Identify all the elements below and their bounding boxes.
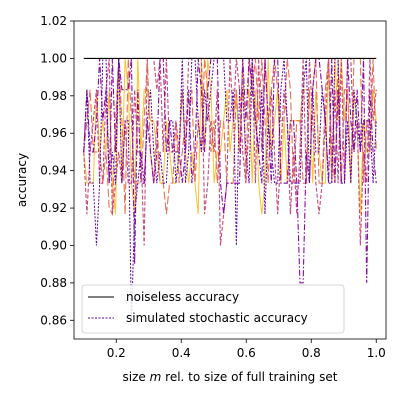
y-tick-label: 0.90 <box>40 238 67 252</box>
legend: noiseless accuracy simulated stochastic … <box>81 284 345 334</box>
y-tick-label: 0.86 <box>40 313 67 327</box>
x-tick-label: 1.0 <box>367 346 386 360</box>
y-tick-label: 1.02 <box>40 14 67 28</box>
x-axis-label: size m rel. to size of full training set <box>123 370 338 384</box>
x-axis: 0.2 0.4 0.6 0.8 1.0 <box>107 339 386 360</box>
y-tick-label: 1.00 <box>40 51 67 65</box>
stochastic-series-3 <box>83 57 377 284</box>
y-axis-label: accuracy <box>15 153 29 207</box>
x-tick-label: 0.8 <box>302 346 321 360</box>
x-tick-label: 0.6 <box>237 346 256 360</box>
legend-label-noiseless: noiseless accuracy <box>126 290 239 304</box>
legend-label-stochastic: simulated stochastic accuracy <box>126 311 308 325</box>
y-tick-label: 0.98 <box>40 89 67 103</box>
y-tick-label: 0.88 <box>40 276 67 290</box>
x-tick-label: 0.4 <box>172 346 191 360</box>
x-tick-label: 0.2 <box>107 346 126 360</box>
y-tick-label: 0.96 <box>40 126 67 140</box>
plot-frame <box>73 20 387 340</box>
legend-box <box>81 284 345 334</box>
y-axis: 0.86 0.88 0.90 0.92 0.94 0.96 0.98 1.00 1.02 <box>40 14 74 327</box>
stochastic-series-0 <box>83 58 377 215</box>
y-tick-label: 0.94 <box>40 164 67 178</box>
y-tick-label: 0.92 <box>40 201 67 215</box>
